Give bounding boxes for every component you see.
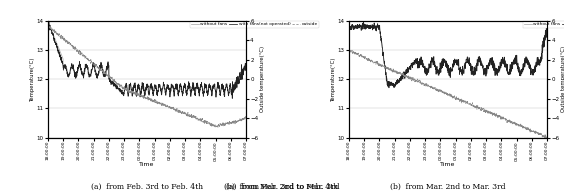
- Legend: without fans, with fans, outside: without fans, with fans, outside: [522, 21, 564, 28]
- Y-axis label: Temperature(°C): Temperature(°C): [332, 57, 337, 101]
- Text: (a)  from Feb. 3rd to Feb. 4th: (a) from Feb. 3rd to Feb. 4th: [226, 183, 338, 191]
- Text: (b)  from Mar. 2nd to Mar. 3rd: (b) from Mar. 2nd to Mar. 3rd: [224, 183, 340, 191]
- X-axis label: Time: Time: [139, 162, 155, 167]
- Y-axis label: Outside temperature(°C): Outside temperature(°C): [259, 46, 265, 112]
- Legend: without fans, with fans(not operated), outside: without fans, with fans(not operated), o…: [190, 21, 319, 28]
- Y-axis label: Outside temperature(°C): Outside temperature(°C): [561, 46, 564, 112]
- Y-axis label: Temperature(°C): Temperature(°C): [30, 57, 36, 101]
- X-axis label: Time: Time: [440, 162, 456, 167]
- Text: (a)  from Feb. 3rd to Feb. 4th: (a) from Feb. 3rd to Feb. 4th: [91, 183, 203, 191]
- Text: (b)  from Mar. 2nd to Mar. 3rd: (b) from Mar. 2nd to Mar. 3rd: [390, 183, 506, 191]
